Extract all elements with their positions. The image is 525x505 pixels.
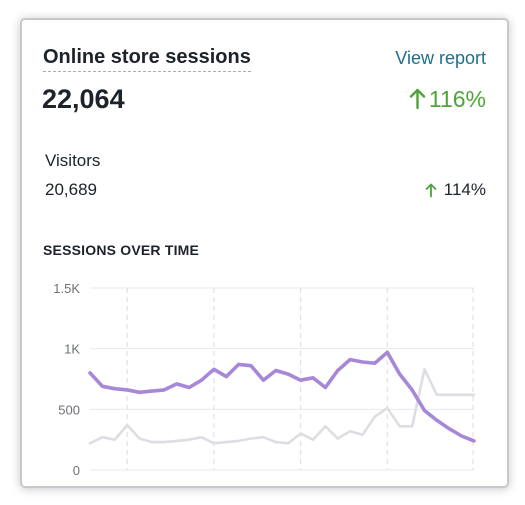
chart-heading: SESSIONS OVER TIME [43, 242, 200, 258]
y-tick-label: 0 [73, 463, 80, 478]
sessions-line-chart: 0 500 1K 1.5K [53, 281, 476, 478]
y-tick-label: 500 [58, 402, 80, 417]
sessions-card: Online store sessions View report 22,064… [20, 18, 509, 488]
current-sessions-line [88, 350, 476, 443]
visitors-change-text: 114% [443, 180, 486, 199]
total-change-text: 116% [428, 86, 486, 112]
total-sessions-value: 22,064 [42, 84, 125, 114]
arrow-up-icon [425, 183, 437, 197]
card-title[interactable]: Online store sessions [43, 46, 251, 72]
y-tick-label: 1.5K [53, 281, 80, 296]
visitors-value: 20,689 [45, 180, 97, 199]
y-tick-label: 1K [64, 342, 80, 357]
arrow-up-icon [409, 88, 426, 110]
view-report-link[interactable]: View report [395, 48, 486, 68]
previous-sessions-line [88, 367, 476, 445]
visitors-label: Visitors [45, 151, 101, 170]
total-sessions-change: 116% [409, 85, 486, 113]
visitors-change: 114% [425, 180, 486, 200]
